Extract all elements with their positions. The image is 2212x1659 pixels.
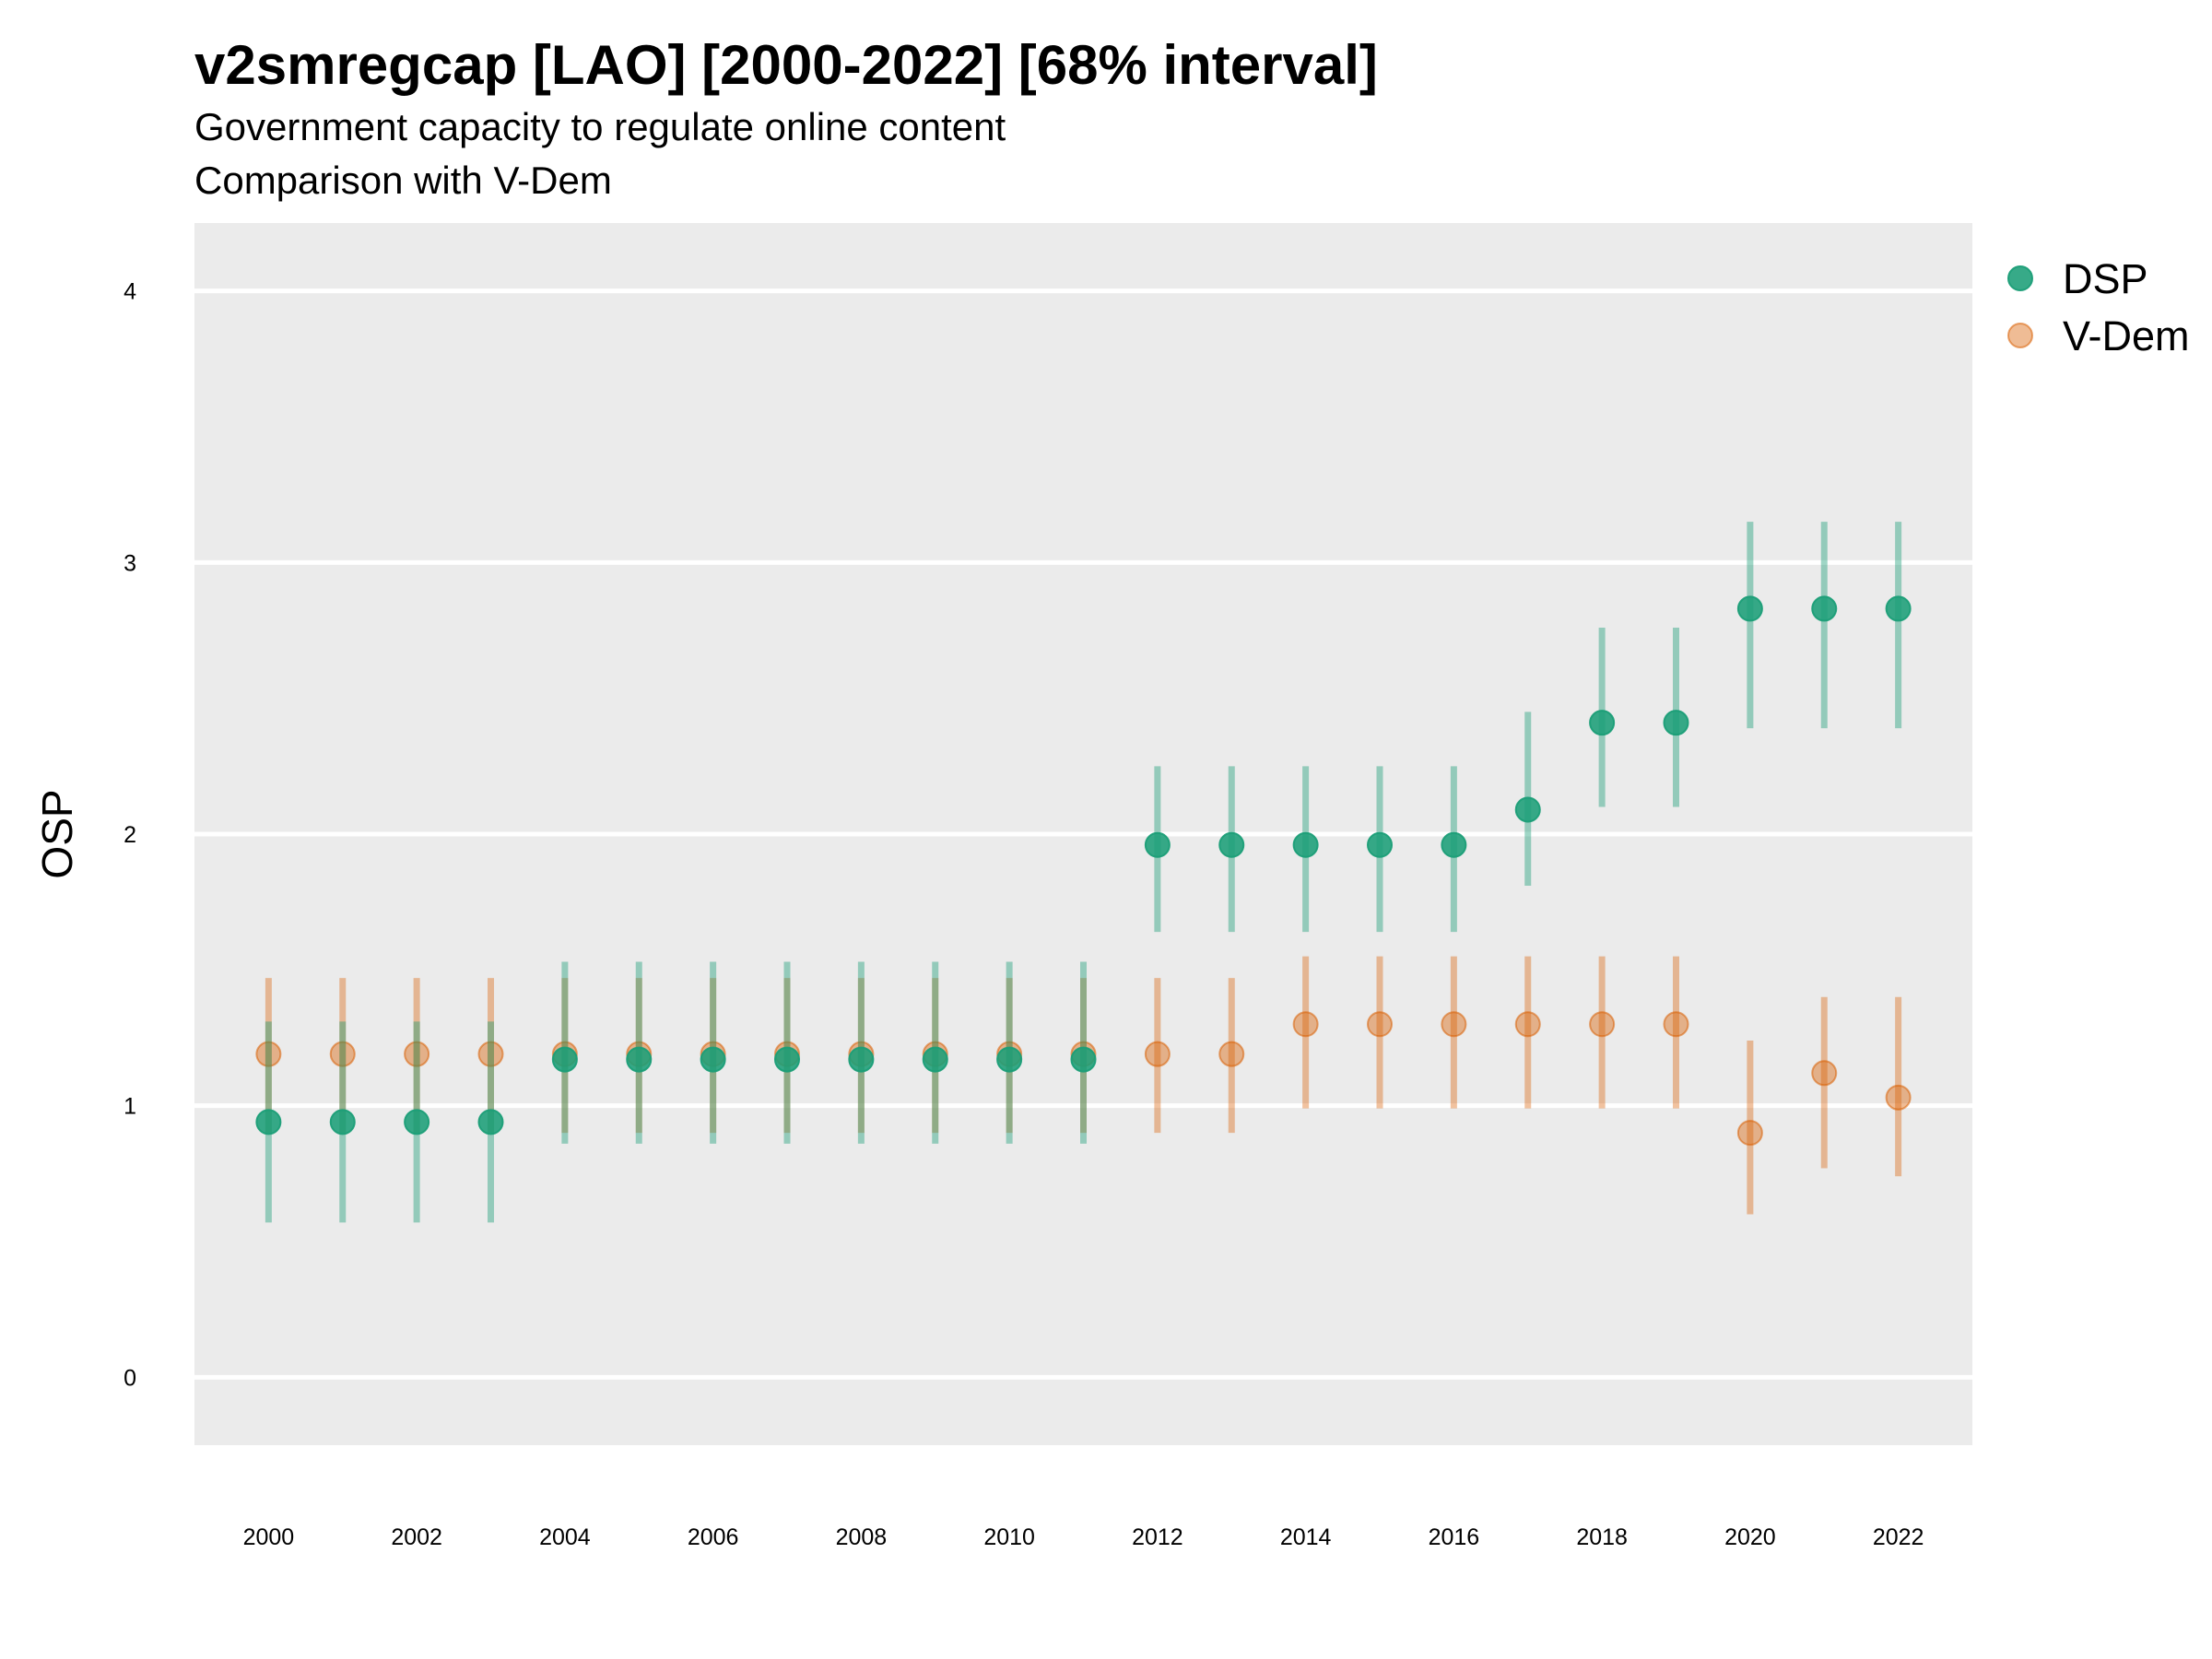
x-tick-label: 2000 bbox=[243, 1524, 295, 1550]
legend-key-v-dem bbox=[2007, 323, 2033, 348]
series-dsp bbox=[255, 522, 1912, 1223]
x-tick-label: 2016 bbox=[1429, 1524, 1480, 1550]
dsp-point bbox=[1736, 595, 1763, 622]
dsp-point bbox=[1367, 831, 1393, 858]
x-tick-label: 2014 bbox=[1280, 1524, 1332, 1550]
x-tick-label: 2018 bbox=[1576, 1524, 1628, 1550]
x-tick-label: 2008 bbox=[836, 1524, 888, 1550]
v-dem-point bbox=[404, 1041, 430, 1067]
v-dem-point bbox=[477, 1041, 504, 1067]
y-tick-label: 0 bbox=[124, 1365, 136, 1391]
dsp-point bbox=[329, 1109, 356, 1135]
v-dem-point bbox=[1218, 1041, 1245, 1067]
legend-label-v-dem: V-Dem bbox=[2063, 312, 2190, 359]
v-dem-point bbox=[1367, 1011, 1393, 1038]
chart-subtitle-line-1: Government capacity to regulate online c… bbox=[194, 105, 1006, 148]
y-tick-label: 3 bbox=[124, 550, 136, 576]
x-axis-ticks: 2000 2002 2004 2006 2008 2010 2012 2014 2016 2018… bbox=[243, 1524, 1924, 1550]
x-tick-label: 2002 bbox=[391, 1524, 442, 1550]
v-dem-point bbox=[1663, 1011, 1689, 1038]
v-dem-point bbox=[255, 1041, 282, 1067]
x-tick-label: 2006 bbox=[688, 1524, 739, 1550]
v-dem-point bbox=[1514, 1011, 1541, 1038]
dsp-point bbox=[551, 1046, 578, 1073]
legend-label-dsp: DSP bbox=[2063, 255, 2148, 302]
dsp-point bbox=[1070, 1046, 1097, 1073]
dsp-point bbox=[1589, 710, 1616, 736]
x-tick-label: 2010 bbox=[983, 1524, 1035, 1550]
y-tick-label: 4 bbox=[124, 279, 136, 305]
data-series bbox=[255, 522, 1912, 1223]
dsp-point bbox=[1663, 710, 1689, 736]
dsp-point bbox=[404, 1109, 430, 1135]
dsp-point bbox=[1514, 796, 1541, 823]
dsp-point bbox=[1292, 831, 1319, 858]
v-dem-point bbox=[1589, 1011, 1616, 1038]
v-dem-point bbox=[1144, 1041, 1171, 1067]
dsp-point bbox=[1811, 595, 1838, 622]
dsp-point bbox=[1218, 831, 1245, 858]
dsp-point bbox=[1144, 831, 1171, 858]
dsp-point bbox=[922, 1046, 948, 1073]
dsp-point bbox=[1885, 595, 1912, 622]
legend-key-dsp bbox=[2007, 265, 2033, 291]
x-tick-label: 2004 bbox=[539, 1524, 591, 1550]
dsp-point bbox=[774, 1046, 800, 1073]
dsp-point bbox=[255, 1109, 282, 1135]
dsp-point bbox=[1441, 831, 1467, 858]
x-tick-label: 2020 bbox=[1724, 1524, 1776, 1550]
x-tick-label: 2022 bbox=[1873, 1524, 1924, 1550]
dsp-point bbox=[996, 1046, 1023, 1073]
legend: DSP V-Dem bbox=[2007, 255, 2190, 359]
chart-title: v2smregcap [LAO] [2000-2022] [68% interv… bbox=[194, 34, 1378, 96]
y-tick-label: 2 bbox=[124, 822, 136, 848]
v-dem-point bbox=[1811, 1060, 1838, 1087]
dsp-point bbox=[477, 1109, 504, 1135]
y-axis-ticks: 0 1 2 3 4 bbox=[124, 279, 136, 1392]
v-dem-point bbox=[1292, 1011, 1319, 1038]
dsp-point bbox=[626, 1046, 653, 1073]
y-tick-label: 1 bbox=[124, 1094, 136, 1120]
v-dem-point bbox=[1885, 1084, 1912, 1111]
v-dem-point bbox=[1441, 1011, 1467, 1038]
grid-lines bbox=[194, 288, 1972, 1380]
dsp-point bbox=[700, 1046, 726, 1073]
dsp-point bbox=[848, 1046, 875, 1073]
chart-subtitle-line-2: Comparison with V-Dem bbox=[194, 159, 612, 202]
y-axis-label: OSP bbox=[33, 789, 81, 878]
v-dem-point bbox=[1736, 1120, 1763, 1147]
x-tick-label: 2012 bbox=[1132, 1524, 1183, 1550]
v-dem-point bbox=[329, 1041, 356, 1067]
